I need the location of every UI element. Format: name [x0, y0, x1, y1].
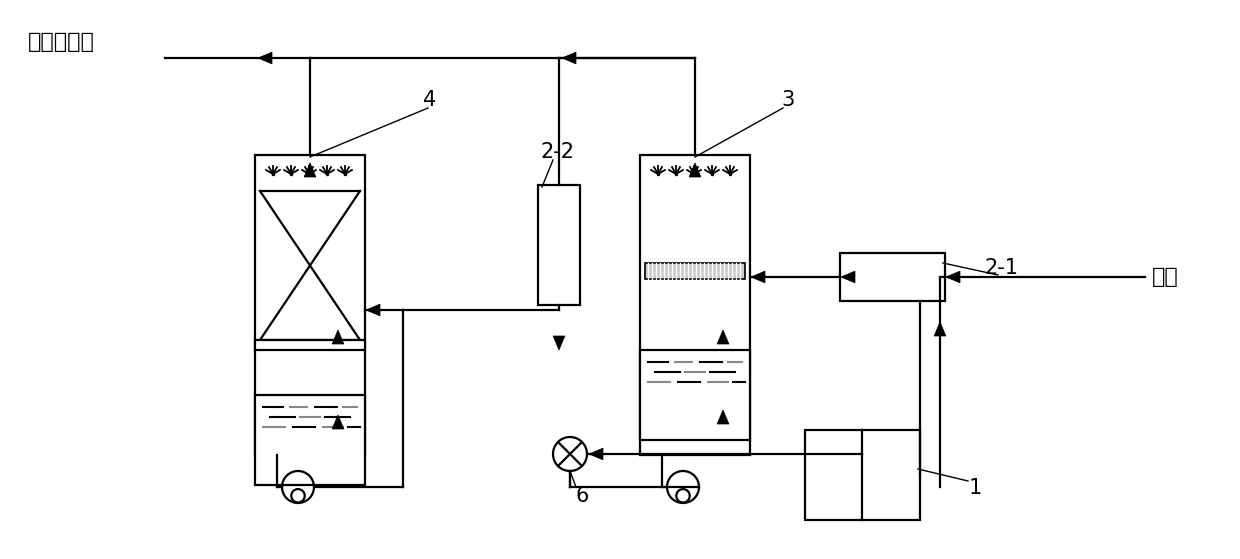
- Text: 烟气: 烟气: [1152, 267, 1179, 287]
- Bar: [255, 155, 365, 455]
- Text: 3: 3: [781, 90, 795, 110]
- Text: 2-1: 2-1: [985, 258, 1019, 278]
- Text: 4: 4: [423, 90, 436, 110]
- Polygon shape: [304, 163, 316, 177]
- Polygon shape: [589, 448, 603, 460]
- Polygon shape: [689, 163, 701, 177]
- Polygon shape: [751, 271, 765, 283]
- Polygon shape: [332, 330, 343, 344]
- Polygon shape: [934, 322, 946, 336]
- Bar: [255, 395, 365, 485]
- Text: 2-2: 2-2: [541, 142, 575, 162]
- Polygon shape: [717, 410, 729, 424]
- Polygon shape: [366, 304, 379, 316]
- Polygon shape: [841, 271, 856, 283]
- Bar: [645, 263, 745, 279]
- Bar: [805, 430, 920, 520]
- Bar: [255, 340, 365, 350]
- Bar: [538, 185, 580, 305]
- Polygon shape: [258, 52, 272, 64]
- Polygon shape: [946, 271, 960, 283]
- Polygon shape: [562, 52, 577, 64]
- Text: 1: 1: [968, 478, 982, 498]
- Polygon shape: [717, 330, 729, 344]
- Bar: [839, 253, 945, 301]
- Bar: [640, 350, 750, 440]
- Text: 脱硫脱硝气: 脱硫脱硝气: [29, 32, 95, 52]
- Polygon shape: [553, 336, 565, 350]
- Polygon shape: [332, 415, 343, 429]
- Text: 6: 6: [575, 486, 589, 506]
- Bar: [640, 155, 750, 455]
